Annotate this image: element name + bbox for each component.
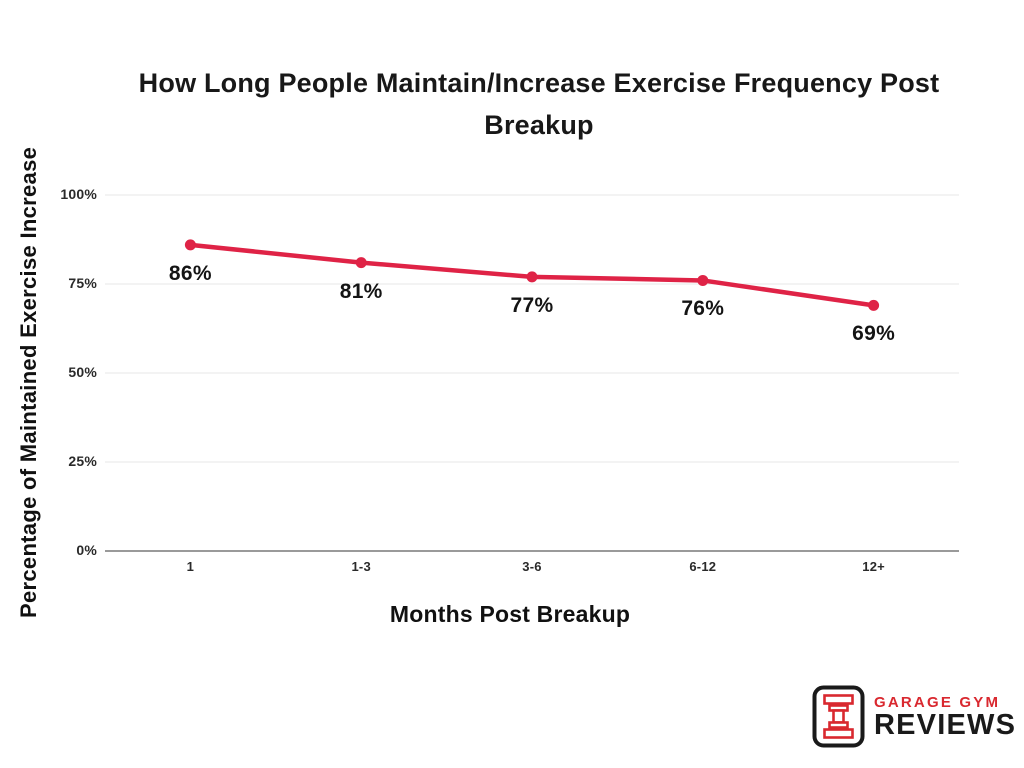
chart-title: How Long People Maintain/Increase Exerci…: [89, 62, 989, 146]
x-tick-label: 12+: [862, 559, 885, 574]
data-point: [355, 257, 367, 269]
data-label: 77%: [510, 293, 554, 317]
y-tick-label: 25%: [68, 453, 97, 469]
data-point: [697, 274, 709, 286]
chart-title-line-1: How Long People Maintain/Increase Exerci…: [138, 68, 940, 98]
x-tick-label: 3-6: [522, 559, 542, 574]
data-label: 81%: [339, 279, 383, 303]
y-tick-label: 0%: [76, 542, 97, 558]
x-tick-label: 6-12: [689, 559, 717, 574]
chart-title-line-2: Breakup: [484, 110, 594, 140]
garage-gym-reviews-logo: GARAGE GYM REVIEWS: [812, 685, 1016, 748]
data-point: [526, 271, 538, 283]
logo-line-garage-gym: GARAGE GYM: [874, 694, 1001, 711]
x-tick-label: 1: [186, 559, 195, 574]
y-tick-label: 75%: [68, 275, 97, 291]
x-axis-title: Months Post Breakup: [389, 601, 631, 627]
logo-text: GARAGE GYM REVIEWS: [874, 693, 1016, 740]
dumbbell-icon: [812, 685, 865, 748]
y-tick-label: 50%: [68, 364, 97, 380]
data-label: 76%: [681, 297, 725, 321]
data-point: [184, 239, 196, 251]
data-label: 86%: [168, 261, 212, 285]
data-label: 69%: [852, 322, 896, 346]
y-tick-label: 100%: [60, 186, 97, 202]
logo-line-reviews: REVIEWS: [874, 709, 1017, 741]
data-point: [868, 299, 880, 311]
x-tick-label: 1-3: [351, 559, 371, 574]
